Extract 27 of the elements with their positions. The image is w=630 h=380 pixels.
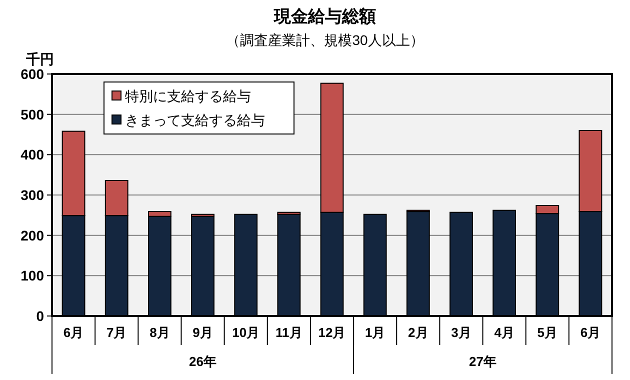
y-tick-label: 300 [20, 187, 44, 203]
chart-subtitle: （調査産業計、規模30人以上） [226, 32, 424, 48]
text: 26年 [189, 354, 217, 369]
x-tick-label: 5月 [537, 325, 558, 340]
y-tick-label: 0 [36, 308, 44, 324]
y-tick-label: 200 [20, 227, 44, 244]
x-tick-label: 7月 [106, 325, 127, 340]
x-tick-label: 10月 [232, 325, 260, 340]
x-tick-label: 6月 [63, 325, 84, 340]
chart-title: 現金給与総額 [273, 7, 376, 26]
y-tick-label: 500 [20, 106, 44, 122]
y-tick-label: 600 [20, 66, 44, 82]
y-tick-label: 100 [20, 268, 44, 284]
y-tick-label: 400 [20, 146, 44, 163]
x-tick-label: 6月 [580, 325, 601, 340]
x-tick-label: 8月 [150, 325, 170, 340]
x-tick-label: 12月 [318, 325, 346, 340]
x-tick-label: 2月 [408, 325, 428, 340]
x-tick-label: 11月 [276, 325, 302, 340]
y-axis-title: 千円 [25, 51, 54, 67]
legend-label: 特別に支給する給与 [125, 88, 251, 104]
x-tick-label: 9月 [192, 325, 213, 340]
legend-label: きまって支給する給与 [125, 112, 265, 128]
x-tick-label: 3月 [451, 325, 472, 340]
x-tick-label: 1月 [364, 325, 386, 340]
x-tick-label: 4月 [494, 325, 514, 340]
text: 27年 [469, 354, 497, 369]
